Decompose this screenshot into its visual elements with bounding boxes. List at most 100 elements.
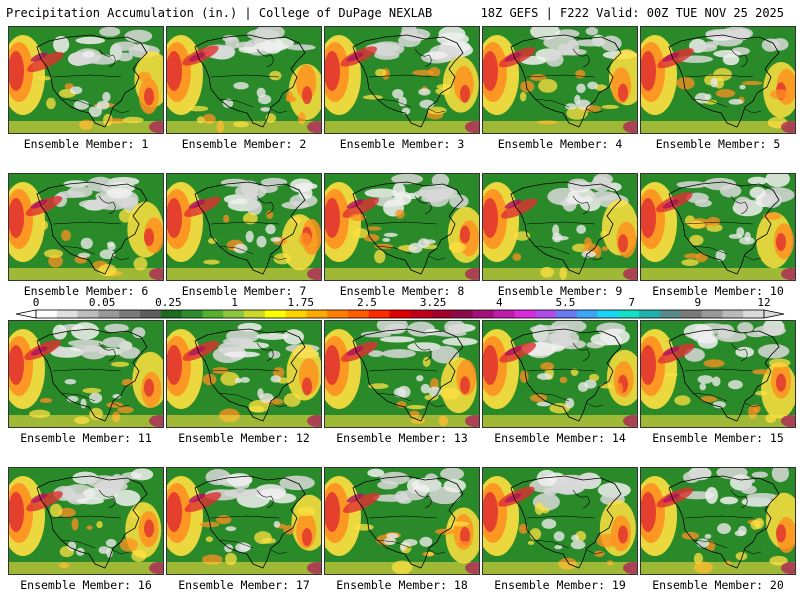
colorbar-segment [680,310,702,318]
precip-map [640,467,796,575]
ensemble-member-label: Ensemble Member: 15 [652,431,784,445]
precip-map [482,320,638,428]
ensemble-panel: Ensemble Member: 4 [482,26,638,172]
colorbar-segment [36,310,58,318]
ensemble-member-label: Ensemble Member: 2 [181,137,307,151]
colorbar-segment [348,310,370,318]
header-bar: Precipitation Accumulation (in.) | Colle… [0,0,800,24]
ensemble-panel: Ensemble Member: 5 [640,26,796,172]
colorbar-segment [98,310,120,318]
ensemble-member-label: Ensemble Member: 9 [497,284,623,298]
precip-map [166,173,322,281]
precip-map [324,320,480,428]
ensemble-member-label: Ensemble Member: 18 [336,578,468,592]
colorbar-legend: 0 0.05 0.25 1 1.75 2.5 3.25 4 5.5 7 9 12 [0,296,800,322]
colorbar-segment [77,310,99,318]
precip-map [482,26,638,134]
ensemble-member-label: Ensemble Member: 1 [23,137,149,151]
colorbar-segment [576,310,598,318]
colorbar-segment [119,310,141,318]
ensemble-member-label: Ensemble Member: 19 [494,578,626,592]
precip-map [640,320,796,428]
colorbar-segment [701,310,723,318]
ensemble-panel: Ensemble Member: 18 [324,467,480,613]
precip-map [482,173,638,281]
colorbar-segment [202,310,224,318]
ensemble-panel: Ensemble Member: 16 [8,467,164,613]
precip-map [8,173,164,281]
ensemble-panel: Ensemble Member: 10 [640,173,796,319]
colorbar-tick-label: 7 [628,296,635,309]
ensemble-panel: Ensemble Member: 19 [482,467,638,613]
colorbar-segment [264,310,286,318]
ensemble-panel: Ensemble Member: 8 [324,173,480,319]
colorbar-segment [410,310,432,318]
ensemble-member-label: Ensemble Member: 13 [336,431,468,445]
colorbar-segment [493,310,515,318]
colorbar-tick-label: 0.05 [88,296,116,309]
colorbar-segment [431,310,453,318]
product-title: Precipitation Accumulation (in.) | Colle… [6,6,433,20]
colorbar-tick-label: 4 [495,296,503,309]
precip-map [8,467,164,575]
colorbar-tick-label: 2.5 [356,296,377,309]
colorbar-segment [389,310,411,318]
colorbar-scale [15,309,785,319]
colorbar-tick-label: 9 [694,296,702,309]
precip-map [640,173,796,281]
colorbar-segment [244,310,266,318]
ensemble-member-label: Ensemble Member: 14 [494,431,626,445]
precip-map [8,320,164,428]
ensemble-member-label: Ensemble Member: 16 [20,578,152,592]
colorbar-segment [327,310,349,318]
colorbar-segment [160,310,182,318]
ensemble-panel: Ensemble Member: 17 [166,467,322,613]
colorbar-segment [140,310,162,318]
ensemble-member-label: Ensemble Member: 3 [339,137,465,151]
ensemble-panel: Ensemble Member: 15 [640,320,796,466]
colorbar-segment [639,310,661,318]
ensemble-panel: Ensemble Member: 6 [8,173,164,319]
precip-map [324,173,480,281]
colorbar-segment [223,310,245,318]
precip-map [482,467,638,575]
colorbar-segment [472,310,494,318]
model-valid-time: 18Z GEFS | F222 Valid: 00Z TUE NOV 25 20… [480,6,784,20]
ensemble-panel: Ensemble Member: 13 [324,320,480,466]
precip-map [166,320,322,428]
ensemble-panel: Ensemble Member: 1 [8,26,164,172]
colorbar-max-arrow [763,309,785,319]
colorbar-segment [306,310,328,318]
colorbar-segment [181,310,203,318]
colorbar-segment [285,310,307,318]
colorbar-segment [535,310,557,318]
precip-map [166,26,322,134]
ensemble-member-label: Ensemble Member: 5 [655,137,781,151]
colorbar-tick-label: 12 [757,296,771,309]
colorbar-tick-label: 1.75 [287,296,314,309]
colorbar-min-arrow [15,309,37,319]
precip-map [166,467,322,575]
colorbar-segment [368,310,390,318]
precip-map [324,26,480,134]
colorbar-segment [618,310,640,318]
ensemble-member-label: Ensemble Member: 7 [181,284,307,298]
precip-map [640,26,796,134]
colorbar-segment [722,310,744,318]
ensemble-panel: Ensemble Member: 2 [166,26,322,172]
ensemble-member-label: Ensemble Member: 12 [178,431,310,445]
colorbar-segment [597,310,619,318]
colorbar-tick-label: 0.25 [155,296,182,309]
ensemble-member-label: Ensemble Member: 17 [178,578,310,592]
ensemble-panel: Ensemble Member: 7 [166,173,322,319]
colorbar-segment [56,310,78,318]
ensemble-panel: Ensemble Member: 11 [8,320,164,466]
colorbar-segment [556,310,578,318]
precip-map [324,467,480,575]
ensemble-member-label: Ensemble Member: 6 [23,284,149,298]
colorbar-segment [452,310,474,318]
colorbar-tick-label: 5.5 [555,296,576,309]
ensemble-member-label: Ensemble Member: 4 [497,137,623,151]
colorbar-tick-label: 0 [32,296,40,309]
colorbar-segment [660,310,682,318]
